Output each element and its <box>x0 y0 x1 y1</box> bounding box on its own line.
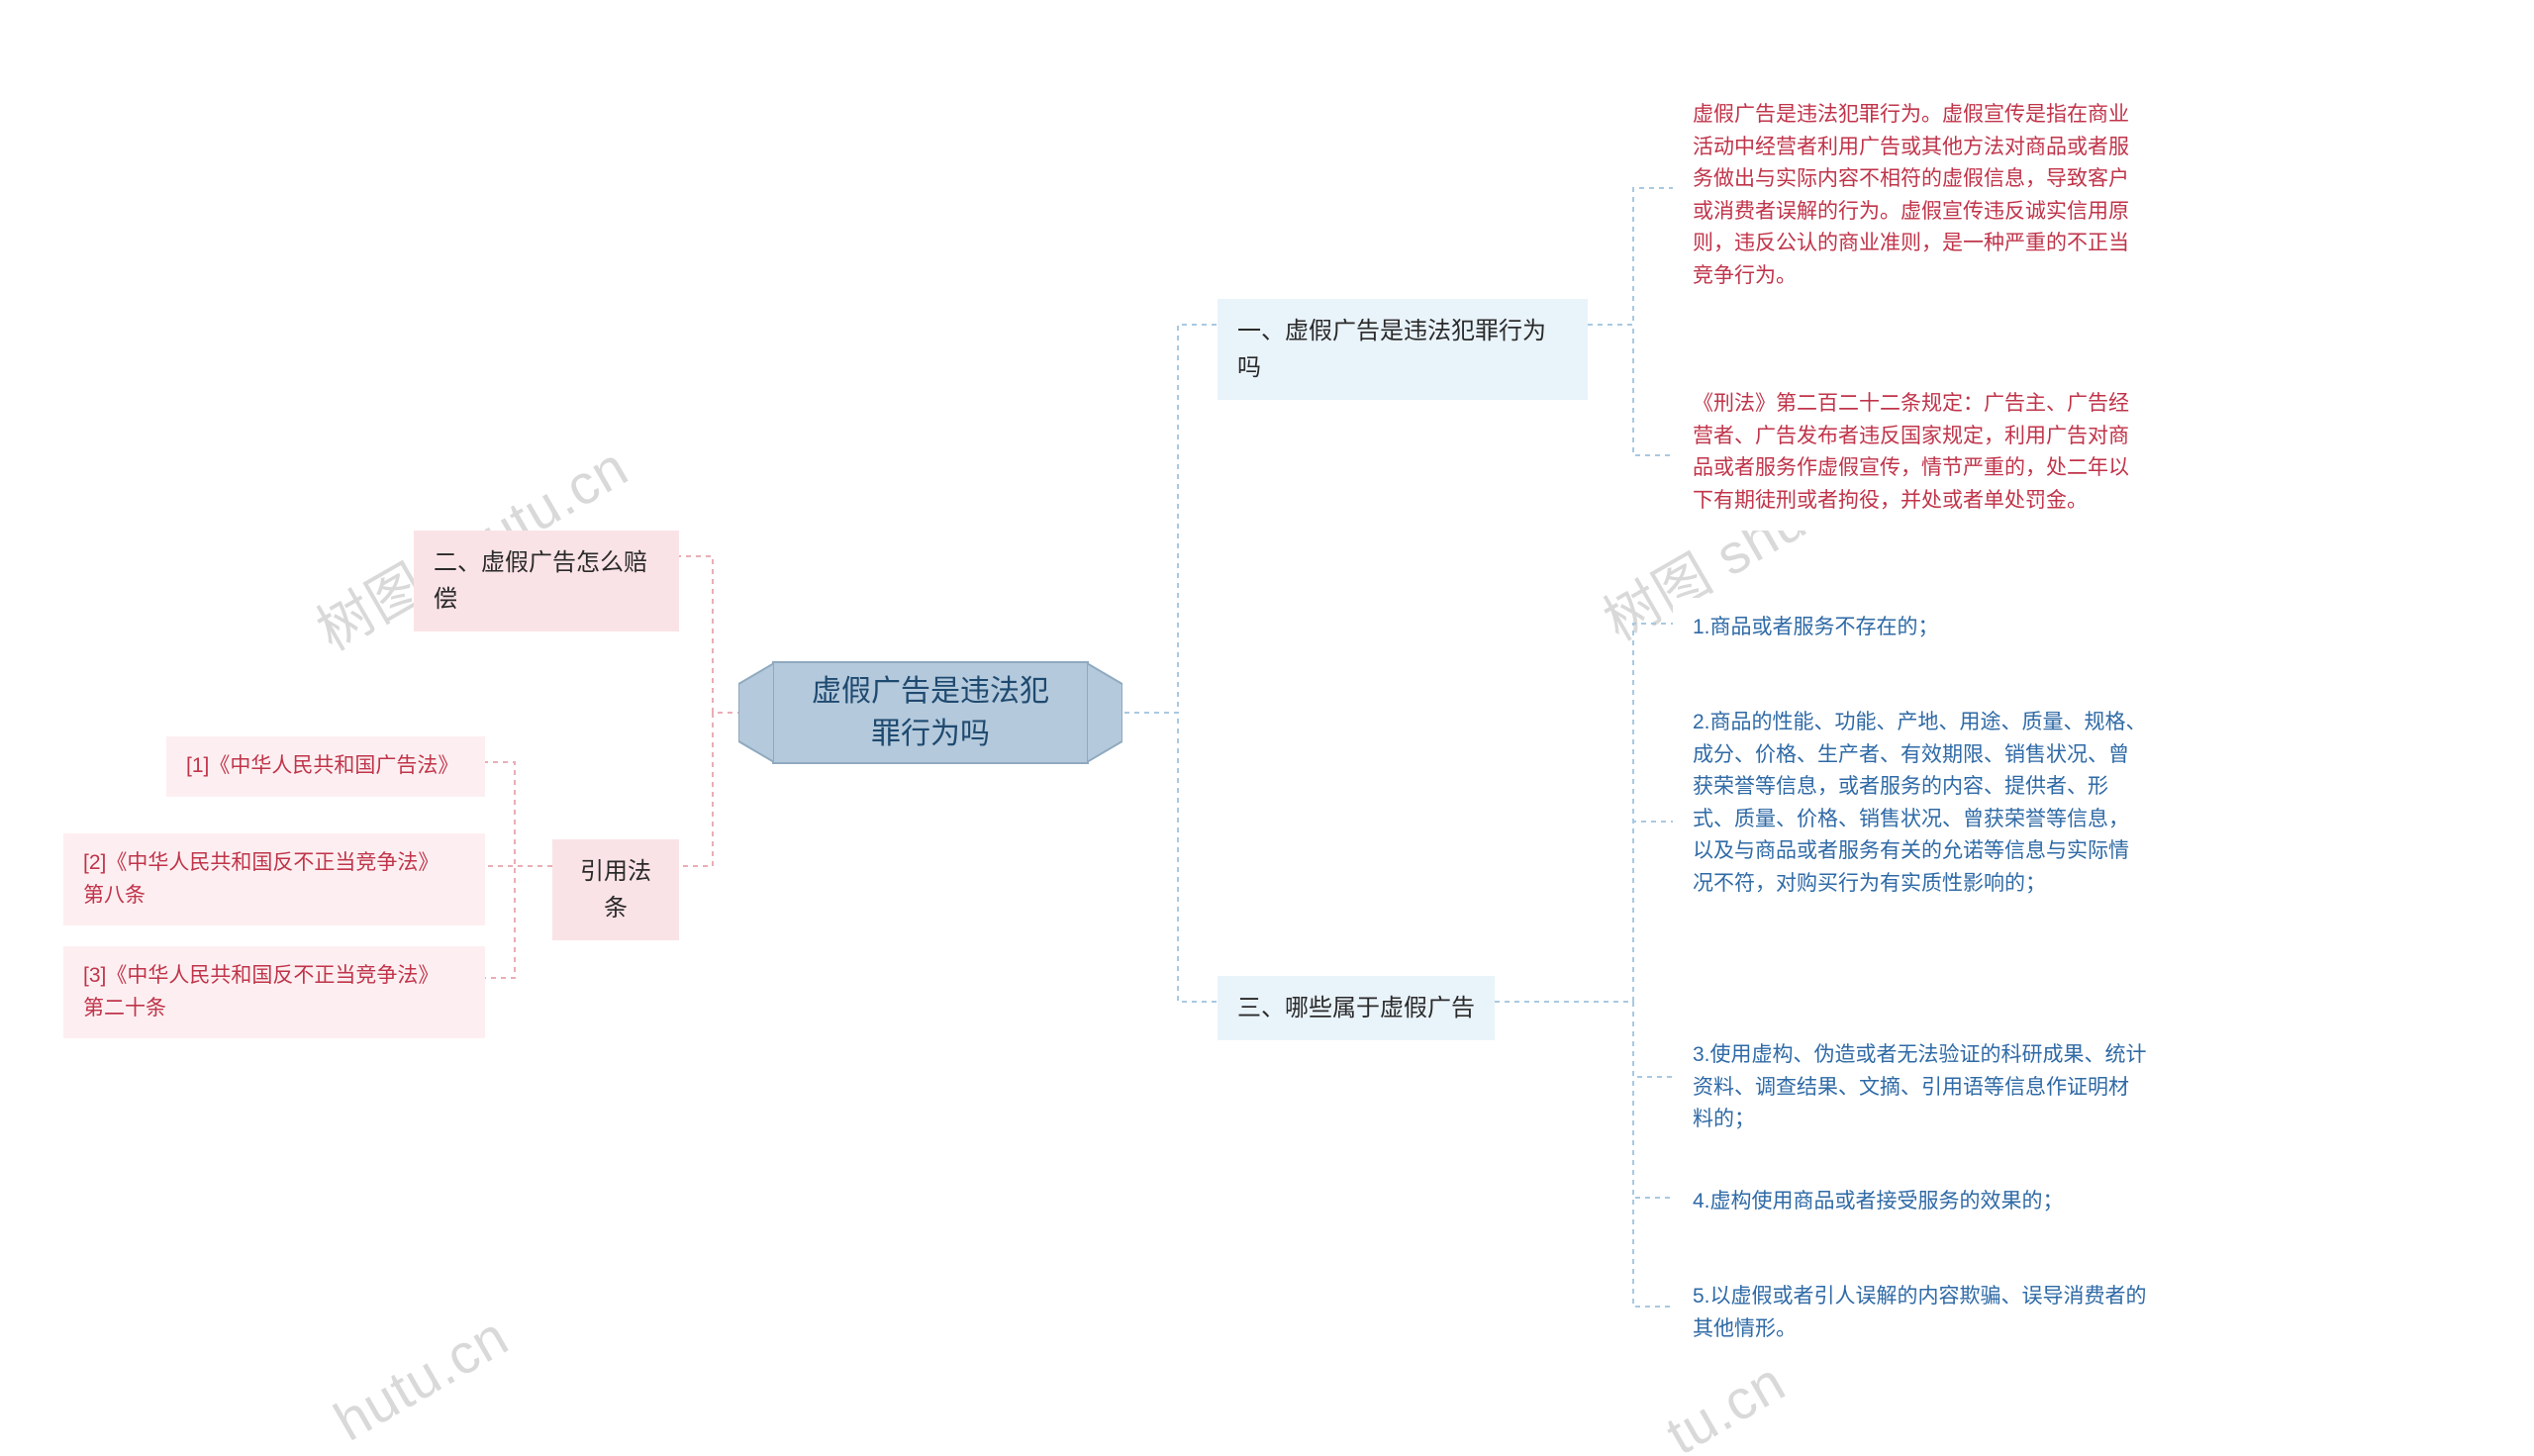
citation-leaf: [1]《中华人民共和国广告法》 <box>166 736 485 797</box>
watermark: hutu.cn <box>324 1304 520 1454</box>
type-leaf: 3.使用虚构、伪造或者无法验证的科研成果、统计资料、调查结果、文摘、引用语等信息… <box>1673 1025 2168 1150</box>
illegal-leaf: 《刑法》第二百二十二条规定：广告主、广告经营者、广告发布者违反国家规定，利用广告… <box>1673 374 2168 531</box>
left-branch-compensation: 二、虚假广告怎么赔偿 <box>414 531 679 631</box>
root-node: 虚假广告是违法犯罪行为吗 <box>772 661 1089 764</box>
type-leaf: 1.商品或者服务不存在的； <box>1673 598 2168 658</box>
right-branch-illegal: 一、虚假广告是违法犯罪行为吗 <box>1218 299 1588 400</box>
type-leaf: 5.以虚假或者引人误解的内容欺骗、误导消费者的其他情形。 <box>1673 1267 2168 1359</box>
citation-leaf: [3]《中华人民共和国反不正当竞争法》 第二十条 <box>63 946 485 1038</box>
type-leaf: 4.虚构使用商品或者接受服务的效果的； <box>1673 1172 2168 1232</box>
citation-leaf: [2]《中华人民共和国反不正当竞争法》 第八条 <box>63 833 485 925</box>
right-branch-types: 三、哪些属于虚假广告 <box>1218 976 1495 1040</box>
illegal-leaf: 虚假广告是违法犯罪行为。虚假宣传是指在商业活动中经营者利用广告或其他方法对商品或… <box>1673 85 2168 306</box>
left-branch-citations: 引用法条 <box>552 839 679 940</box>
root-label: 虚假广告是违法犯罪行为吗 <box>802 670 1059 756</box>
watermark: tu.cn <box>1655 1349 1796 1456</box>
type-leaf: 2.商品的性能、功能、产地、用途、质量、规格、成分、价格、生产者、有效期限、销售… <box>1673 693 2168 914</box>
